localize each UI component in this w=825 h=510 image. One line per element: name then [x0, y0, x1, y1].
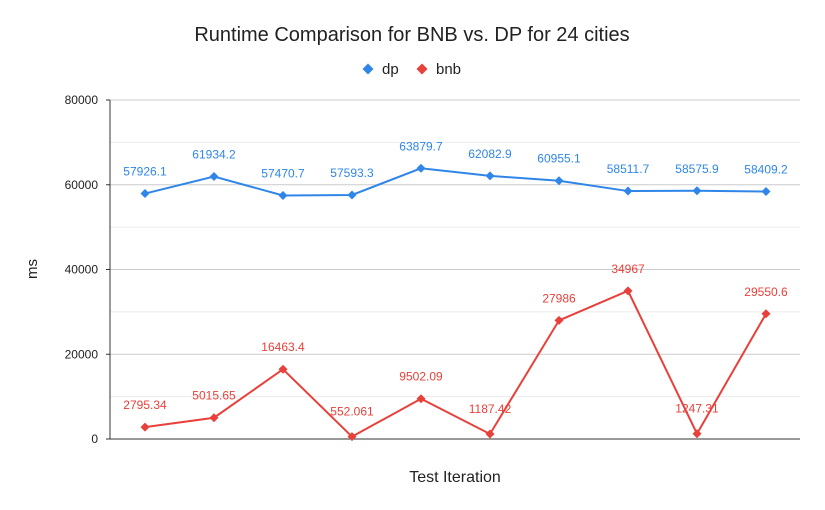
legend-label-bnb: bnb: [436, 61, 461, 78]
data-label-bnb: 1247.31: [675, 402, 719, 416]
data-label-dp: 57470.7: [261, 166, 305, 180]
data-point-dp[interactable]: [416, 163, 426, 173]
data-point-bnb[interactable]: [416, 394, 426, 404]
y-tick-label: 40000: [65, 263, 99, 277]
data-label-bnb: 27986: [542, 291, 576, 305]
data-label-dp: 58511.7: [607, 162, 650, 176]
data-point-dp[interactable]: [761, 186, 771, 196]
data-label-dp: 62082.9: [468, 147, 512, 161]
x-axis-label: Test Iteration: [409, 469, 501, 486]
data-label-bnb: 1187.42: [469, 402, 512, 416]
data-label-bnb: 34967: [611, 262, 645, 276]
data-label-dp: 61934.2: [192, 148, 236, 162]
data-label-dp: 57926.1: [123, 165, 167, 179]
data-label-dp: 63879.7: [399, 139, 443, 153]
series-group: 57926.1 61934.2 57470.7 57593.3 63879.7 62082…: [123, 139, 788, 442]
legend-item-dp[interactable]: dp: [362, 61, 399, 78]
data-point-bnb[interactable]: [140, 422, 150, 432]
data-label-dp: 57593.3: [330, 166, 374, 180]
data-point-bnb[interactable]: [761, 309, 771, 319]
data-point-bnb[interactable]: [623, 286, 633, 296]
legend-item-bnb[interactable]: bnb: [416, 61, 462, 78]
gridlines: [110, 99, 800, 398]
data-point-dp[interactable]: [278, 190, 288, 200]
y-axis-ticks: 0 20000 40000 60000 80000: [65, 93, 110, 446]
data-point-bnb[interactable]: [347, 432, 357, 442]
series-dp: 57926.1 61934.2 57470.7 57593.3 63879.7 62082…: [123, 139, 788, 200]
data-point-bnb[interactable]: [554, 315, 564, 325]
legend-label-dp: dp: [382, 61, 399, 78]
data-point-bnb[interactable]: [692, 429, 702, 439]
series-line-bnb: [144, 289, 767, 438]
y-tick-label: 20000: [65, 347, 99, 361]
chart-legend[interactable]: dp bnb: [362, 61, 462, 78]
y-tick-label: 60000: [65, 178, 99, 192]
legend-marker-dp: [362, 63, 374, 75]
data-point-dp[interactable]: [209, 172, 219, 182]
data-label-dp: 58409.2: [744, 162, 788, 176]
data-label-dp: 60955.1: [537, 152, 581, 166]
data-label-dp: 58575.9: [675, 162, 719, 176]
data-point-dp[interactable]: [623, 186, 633, 196]
data-point-bnb[interactable]: [209, 413, 219, 423]
data-label-bnb: 16463.4: [261, 340, 305, 354]
legend-marker-bnb: [416, 63, 428, 75]
y-tick-label: 0: [91, 432, 98, 446]
y-tick-label: 80000: [65, 93, 99, 107]
y-axis-label: ms: [24, 259, 41, 279]
data-label-bnb: 2795.34: [123, 398, 167, 412]
data-point-bnb[interactable]: [485, 429, 495, 439]
data-point-bnb[interactable]: [278, 364, 288, 374]
data-point-dp[interactable]: [347, 190, 357, 200]
data-point-dp[interactable]: [554, 176, 564, 186]
data-label-bnb: 29550.6: [744, 285, 788, 299]
series-line-dp: [144, 167, 767, 197]
series-bnb: 2795.34 5015.65 16463.4 552.061 9502.09 1187.…: [123, 262, 788, 442]
data-label-bnb: 5015.65: [192, 389, 236, 403]
axes: [109, 100, 800, 440]
data-point-dp[interactable]: [692, 186, 702, 196]
data-label-bnb: 9502.09: [399, 370, 443, 384]
chart-title: Runtime Comparison for BNB vs. DP for 24…: [194, 24, 629, 46]
data-point-dp[interactable]: [485, 171, 495, 181]
data-point-dp[interactable]: [140, 189, 150, 199]
data-label-bnb: 552.061: [330, 405, 374, 419]
